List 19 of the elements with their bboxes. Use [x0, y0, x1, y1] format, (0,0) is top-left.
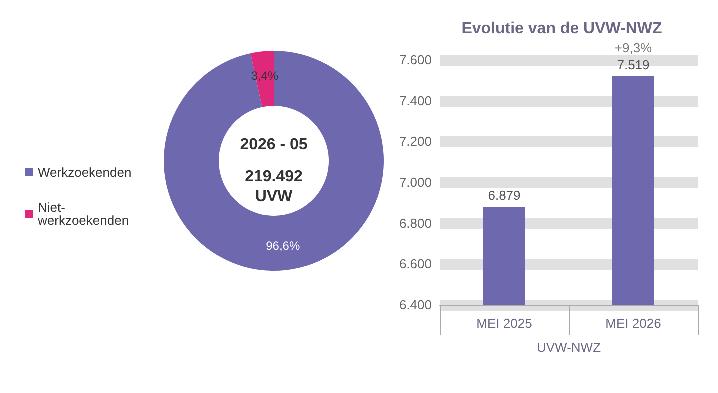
- data-label: 6.879: [488, 188, 521, 204]
- y-tick-label: 7.400: [399, 93, 432, 108]
- data-label: 96,6%: [266, 239, 300, 254]
- y-tick-label: 7.600: [399, 52, 432, 68]
- x-axis-title: UVW-NWZ: [536, 340, 602, 355]
- text: 2026 - 05: [240, 136, 308, 154]
- text: 219.492 UVW: [245, 168, 304, 206]
- x-tick-label: MEI 2026: [606, 316, 662, 331]
- x-tick-label: MEI 2025: [476, 316, 532, 331]
- y-tick-label: 7.000: [399, 175, 432, 190]
- annotation: +9,3%: [614, 40, 653, 56]
- y-tick-label: 7.200: [399, 134, 432, 150]
- y-tick-label: 6.400: [399, 298, 432, 312]
- data-label: 7.519: [617, 58, 650, 73]
- chart-title: Evolutie van de UVW-NWZ: [462, 20, 663, 38]
- y-tick-label: 6.800: [399, 216, 432, 231]
- legend-label: Niet-werkzoekenden: [37, 200, 130, 228]
- y-tick-label: 6.600: [399, 256, 432, 272]
- legend-label: Werkzoekenden: [38, 165, 132, 180]
